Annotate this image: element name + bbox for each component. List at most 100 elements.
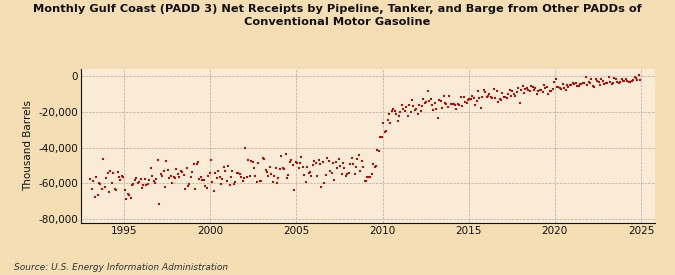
Point	[429, 100, 440, 105]
Point	[108, 171, 119, 176]
Point	[577, 81, 588, 85]
Point	[317, 160, 328, 164]
Point	[157, 174, 167, 178]
Point	[566, 83, 576, 87]
Point	[300, 180, 311, 185]
Point	[362, 175, 373, 180]
Point	[263, 174, 274, 178]
Point	[504, 88, 515, 92]
Point	[553, 84, 564, 89]
Point	[201, 186, 212, 191]
Point	[510, 94, 520, 98]
Point	[602, 81, 613, 86]
Point	[608, 80, 618, 85]
Point	[382, 118, 393, 122]
Point	[290, 160, 301, 165]
Point	[151, 177, 162, 182]
Point	[101, 176, 111, 181]
Point	[365, 174, 376, 179]
Point	[579, 81, 590, 86]
Point	[125, 196, 136, 200]
Point	[111, 188, 122, 192]
Point	[124, 193, 134, 197]
Point	[140, 177, 151, 181]
Point	[296, 154, 307, 159]
Point	[94, 180, 105, 185]
Point	[410, 108, 421, 112]
Point	[105, 169, 116, 173]
Point	[98, 157, 109, 161]
Point	[283, 173, 294, 177]
Point	[281, 175, 292, 180]
Point	[360, 179, 371, 183]
Point	[507, 89, 518, 94]
Point	[144, 178, 155, 182]
Point	[187, 170, 198, 174]
Point	[315, 162, 325, 166]
Point	[188, 162, 199, 167]
Point	[461, 101, 472, 106]
Point	[329, 178, 340, 182]
Point	[316, 184, 327, 189]
Point	[163, 167, 173, 172]
Point	[211, 176, 222, 180]
Point	[385, 121, 396, 126]
Point	[622, 78, 632, 83]
Point	[173, 172, 184, 176]
Point	[238, 176, 249, 181]
Point	[132, 181, 143, 185]
Point	[437, 106, 448, 110]
Point	[446, 101, 456, 106]
Point	[373, 149, 384, 153]
Point	[88, 179, 99, 183]
Point	[464, 97, 475, 101]
Point	[309, 159, 320, 163]
Point	[502, 96, 512, 100]
Point	[569, 82, 580, 86]
Point	[154, 202, 165, 206]
Point	[271, 180, 282, 185]
Point	[192, 160, 203, 164]
Point	[113, 175, 124, 179]
Point	[576, 82, 587, 86]
Point	[623, 79, 634, 84]
Point	[533, 89, 543, 93]
Point	[498, 95, 509, 100]
Point	[554, 86, 565, 90]
Point	[326, 171, 337, 175]
Point	[433, 116, 443, 120]
Point	[442, 104, 453, 109]
Point	[176, 169, 186, 174]
Point	[275, 166, 286, 171]
Point	[190, 187, 200, 191]
Point	[280, 151, 291, 156]
Point	[452, 102, 463, 106]
Point	[406, 98, 417, 102]
Point	[421, 100, 432, 104]
Point	[90, 175, 101, 179]
Point	[444, 94, 455, 98]
Point	[342, 172, 353, 176]
Point	[128, 182, 139, 187]
Point	[345, 162, 356, 166]
Point	[335, 164, 346, 168]
Point	[332, 166, 343, 170]
Point	[458, 95, 469, 99]
Point	[252, 180, 263, 185]
Point	[169, 176, 180, 180]
Point	[583, 80, 594, 85]
Point	[288, 163, 298, 167]
Point	[424, 99, 435, 103]
Point	[158, 169, 169, 173]
Point	[215, 182, 226, 186]
Point	[419, 101, 430, 105]
Point	[260, 168, 271, 172]
Point	[620, 77, 631, 81]
Point	[254, 179, 265, 183]
Point	[457, 104, 468, 108]
Point	[546, 89, 557, 94]
Point	[224, 183, 235, 187]
Point	[109, 187, 120, 191]
Point	[470, 103, 481, 108]
Point	[615, 79, 626, 84]
